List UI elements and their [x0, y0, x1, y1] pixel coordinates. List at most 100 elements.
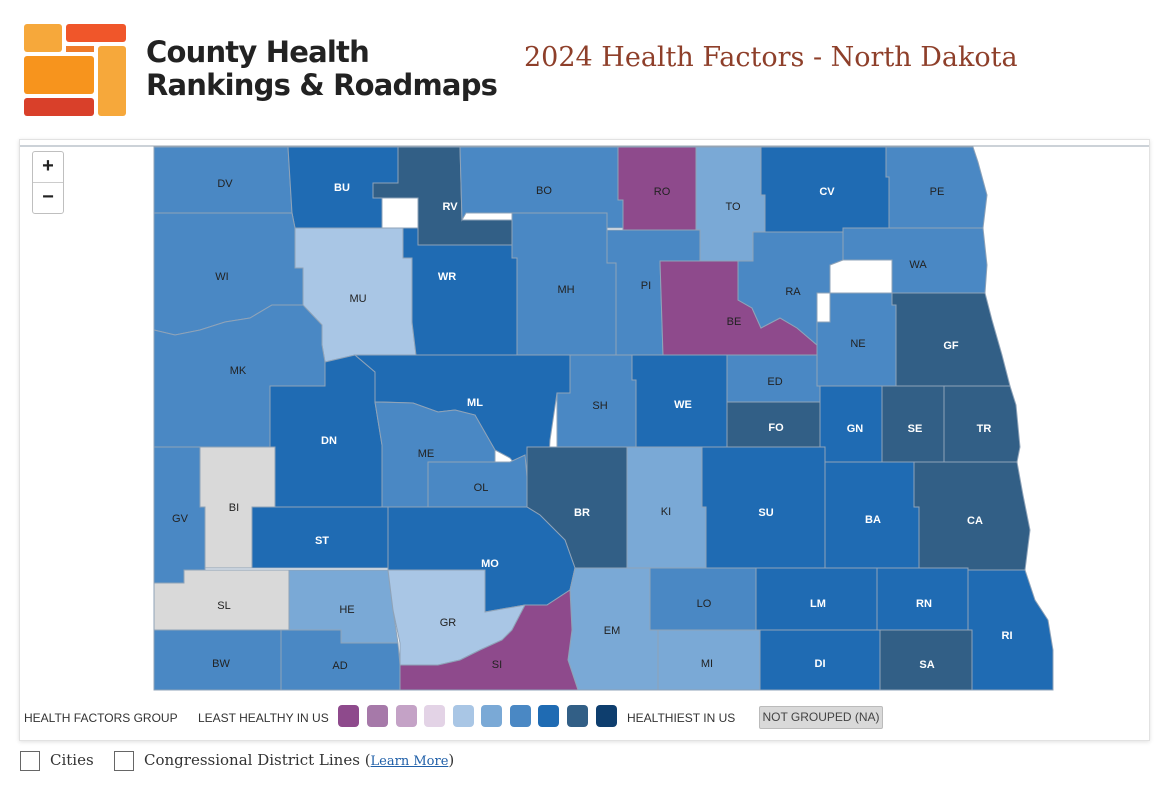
county-ra[interactable]: RA	[737, 231, 844, 347]
chrr-logo	[24, 24, 126, 116]
county-mh[interactable]: MH	[511, 212, 617, 356]
county-gv[interactable]: GV	[153, 446, 206, 584]
county-label-gv: GV	[172, 513, 189, 525]
county-ro[interactable]: RO	[617, 146, 697, 231]
learn-more-link[interactable]: Learn More	[370, 754, 449, 769]
county-label-ol: OL	[474, 482, 489, 494]
zoom-in-button[interactable]: +	[42, 155, 54, 177]
county-st[interactable]: ST	[251, 506, 389, 569]
county-label-mu: MU	[349, 293, 366, 305]
county-gn[interactable]: GN	[819, 385, 883, 463]
county-label-mk: MK	[230, 365, 247, 377]
county-label-em: EM	[604, 625, 621, 637]
county-label-dn: DN	[321, 435, 337, 447]
map-options: Cities Congressional District Lines (Lea…	[20, 750, 720, 774]
legend-swatch-3[interactable]	[396, 705, 417, 727]
county-label-mo: MO	[481, 558, 499, 570]
legend-least-label: LEAST HEALTHY IN US	[198, 711, 329, 725]
county-fo[interactable]: FO	[726, 401, 821, 448]
county-me[interactable]: ME	[374, 401, 496, 508]
county-shape-sa[interactable]	[879, 629, 973, 691]
county-em[interactable]: EM	[567, 567, 659, 691]
county-lm[interactable]: LM	[755, 567, 878, 631]
county-ri[interactable]: RI	[967, 569, 1054, 691]
county-si[interactable]: SI	[399, 589, 579, 691]
district-lines-checkbox[interactable]	[114, 751, 134, 771]
legend-na-swatch[interactable]: NOT GROUPED (NA)	[759, 706, 883, 729]
cities-label[interactable]: Cities	[50, 751, 94, 769]
county-bw[interactable]: BW	[153, 629, 282, 691]
county-label-wi: WI	[215, 271, 228, 283]
county-we[interactable]: WE	[631, 354, 728, 448]
county-cv[interactable]: CV	[760, 146, 890, 233]
county-map[interactable]: DV BU RV BO RO TO CV PE WI MU WR MH PI BE RA WA NE GF MK DN…	[20, 140, 1149, 700]
page-header: County Health Rankings & Roadmaps 2024 H…	[0, 0, 1168, 130]
county-label-wa: WA	[909, 259, 927, 271]
map-panel[interactable]: DV BU RV BO RO TO CV PE WI MU WR MH PI BE RA WA NE GF MK DN…	[19, 139, 1150, 741]
county-label-gr: GR	[440, 617, 457, 629]
county-gf[interactable]: GF	[891, 292, 1011, 387]
county-ad[interactable]: AD	[280, 629, 401, 691]
zoom-out-button[interactable]: −	[33, 182, 63, 213]
cities-checkbox[interactable]	[20, 751, 40, 771]
legend-swatch-1[interactable]	[338, 705, 359, 727]
page-title: 2024 Health Factors - North Dakota	[524, 42, 1018, 73]
county-label-dv: DV	[217, 178, 233, 190]
county-shape-si[interactable]	[399, 589, 579, 691]
county-label-bo: BO	[536, 185, 552, 197]
county-shape-ad[interactable]	[280, 629, 401, 691]
county-ne[interactable]: NE	[816, 292, 897, 387]
county-label-pi: PI	[641, 280, 651, 292]
district-lines-label[interactable]: Congressional District Lines (Learn More…	[144, 751, 455, 769]
county-sa[interactable]: SA	[879, 629, 973, 691]
county-label-sa: SA	[919, 659, 934, 671]
legend-swatch-6[interactable]	[481, 705, 502, 727]
county-label-ca: CA	[967, 515, 983, 527]
county-tr[interactable]: TR	[943, 385, 1021, 463]
county-label-gn: GN	[847, 423, 864, 435]
county-label-br: BR	[574, 507, 590, 519]
county-label-se: SE	[908, 423, 923, 435]
county-shape-me[interactable]	[374, 401, 496, 508]
county-label-rv: RV	[442, 201, 458, 213]
legend-swatch-5[interactable]	[453, 705, 474, 727]
county-su[interactable]: SU	[701, 446, 826, 569]
county-ca[interactable]: CA	[913, 461, 1031, 571]
county-di[interactable]: DI	[759, 629, 881, 691]
county-shape-ra[interactable]	[737, 231, 844, 347]
county-label-ro: RO	[654, 186, 671, 198]
county-mi[interactable]: MI	[657, 629, 761, 691]
legend-swatch-7[interactable]	[510, 705, 531, 727]
map-legend: HEALTH FACTORS GROUP LEAST HEALTHY IN US…	[20, 704, 1149, 730]
district-lines-text: Congressional District Lines	[144, 751, 360, 769]
legend-swatch-8[interactable]	[538, 705, 559, 727]
legend-healthiest-label: HEALTHIEST IN US	[627, 711, 736, 725]
legend-swatch-10[interactable]	[596, 705, 617, 727]
legend-swatch-9[interactable]	[567, 705, 588, 727]
county-label-rn: RN	[916, 598, 932, 610]
county-label-mh: MH	[557, 284, 574, 296]
county-dv[interactable]: DV	[153, 146, 293, 214]
county-ol[interactable]: OL	[427, 454, 528, 508]
county-ed[interactable]: ED	[726, 354, 821, 403]
county-rn[interactable]: RN	[876, 567, 969, 631]
legend-group-label: HEALTH FACTORS GROUP	[24, 711, 178, 725]
county-ki[interactable]: KI	[626, 446, 707, 569]
legend-swatch-2[interactable]	[367, 705, 388, 727]
county-label-ra: RA	[785, 286, 801, 298]
county-label-gf: GF	[943, 340, 959, 352]
county-ba[interactable]: BA	[824, 461, 920, 569]
legend-swatch-4[interactable]	[424, 705, 445, 727]
county-sh[interactable]: SH	[556, 354, 637, 448]
county-pe[interactable]: PE	[885, 146, 988, 229]
brand-name[interactable]: County Health Rankings & Roadmaps	[146, 36, 498, 102]
county-label-tr: TR	[977, 423, 992, 435]
county-label-he: HE	[339, 604, 354, 616]
county-wa[interactable]: WA	[842, 227, 988, 294]
county-label-st: ST	[315, 535, 329, 547]
county-label-sl: SL	[217, 600, 230, 612]
county-label-ed: ED	[767, 376, 782, 388]
county-lo[interactable]: LO	[649, 567, 757, 631]
county-se[interactable]: SE	[881, 385, 945, 463]
county-label-ki: KI	[661, 506, 671, 518]
